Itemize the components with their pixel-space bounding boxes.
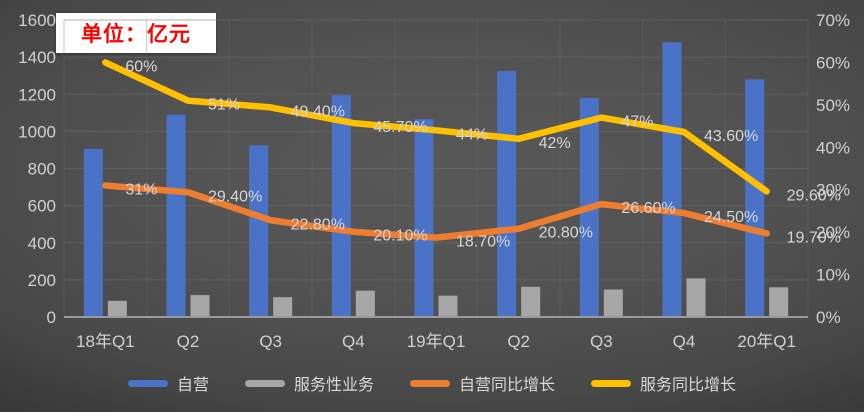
legend-item-服务性业务[interactable]: 服务性业务 — [244, 371, 374, 395]
x-axis-label: 19年Q1 — [407, 332, 466, 351]
data-label-自营同比增长: 22.80% — [291, 216, 345, 233]
left-axis-tick: 1000 — [18, 122, 56, 141]
bar-服务性业务 — [686, 278, 706, 317]
combo-chart-plot: 0 200 400 600 800 1000 1200 1400 1600 0% 10% 20% 30%… — [18, 11, 850, 351]
legend-label: 服务同比增长 — [640, 377, 737, 394]
bar-自营 — [745, 79, 765, 318]
right-axis-tick: 50% — [816, 96, 850, 115]
bar-自营 — [166, 114, 186, 317]
left-axis-tick: 1600 — [18, 11, 56, 30]
bar-服务性业务 — [769, 287, 789, 317]
x-axis-label: Q3 — [590, 332, 613, 351]
x-axis-label: 18年Q1 — [76, 332, 135, 351]
left-axis-tick: 200 — [28, 271, 56, 290]
legend-label: 自营 — [176, 377, 209, 394]
data-label-服务同比增长: 47% — [621, 114, 653, 131]
legend-swatch-bar — [127, 379, 168, 387]
line-自营同比增长 — [102, 182, 770, 241]
legend-label: 服务性业务 — [293, 377, 374, 394]
left-axis-tick: 0 — [47, 308, 56, 327]
bar-服务性业务 — [355, 290, 375, 317]
right-axis-tick: 60% — [816, 53, 850, 72]
right-axis-tick: 70% — [816, 11, 850, 30]
right-axis-tick: 40% — [816, 138, 850, 157]
bar-服务性业务 — [603, 289, 623, 317]
data-label-服务同比增长: 29.60% — [787, 187, 841, 204]
x-axis-label: Q3 — [259, 332, 282, 351]
legend-item-服务同比增长[interactable]: 服务同比增长 — [591, 371, 736, 395]
data-label-自营同比增长: 26.60% — [621, 200, 675, 217]
data-label-自营同比增长: 20.80% — [539, 225, 593, 242]
right-axis-tick: 30% — [816, 181, 850, 200]
legend-swatch-line — [410, 379, 450, 387]
bar-服务性业务 — [521, 286, 541, 317]
bar-自营 — [331, 95, 351, 317]
bar-服务性业务 — [107, 300, 127, 317]
data-label-自营同比增长: 29.40% — [208, 188, 262, 205]
bar-自营 — [249, 145, 269, 317]
legend-swatch-bar — [244, 379, 285, 387]
right-axis-tick: 10% — [816, 266, 850, 285]
data-label-服务同比增长: 44% — [456, 126, 488, 143]
bar-服务性业务 — [273, 297, 293, 317]
line-服务同比增长 — [102, 59, 770, 195]
data-label-服务同比增长: 49.40% — [291, 103, 345, 120]
bar-服务性业务 — [438, 295, 458, 317]
bar-自营 — [662, 42, 682, 318]
left-axis-tick: 800 — [28, 160, 56, 179]
x-axis-label: Q4 — [673, 332, 696, 351]
left-axis-tick: 600 — [28, 197, 56, 216]
right-axis-tick: 0% — [816, 308, 841, 327]
bar-自营 — [83, 149, 103, 317]
bar-服务性业务 — [190, 295, 210, 317]
chart-legend: 自营 服务性业务 自营同比增长 服务同比增长 — [0, 371, 864, 395]
left-axis-tick: 400 — [28, 234, 56, 253]
data-label-自营同比增长: 18.70% — [456, 234, 510, 251]
left-axis-tick: 1200 — [18, 85, 56, 104]
data-label-自营同比增长: 20.10% — [373, 228, 427, 245]
bar-自营 — [497, 71, 517, 317]
legend-item-自营同比增长[interactable]: 自营同比增长 — [410, 371, 555, 395]
data-label-服务同比增长: 51% — [208, 97, 240, 114]
data-label-服务同比增长: 60% — [125, 58, 157, 75]
x-axis-label: Q2 — [507, 332, 530, 351]
right-axis-tick: 20% — [816, 223, 850, 242]
x-axis-label: Q2 — [177, 332, 200, 351]
data-label-自营同比增长: 31% — [125, 181, 157, 198]
legend-item-自营[interactable]: 自营 — [127, 371, 209, 395]
left-axis-tick: 1400 — [18, 48, 56, 67]
data-label-服务同比增长: 43.60% — [704, 128, 758, 145]
data-label-服务同比增长: 42% — [539, 135, 571, 152]
x-axis-label: Q4 — [342, 332, 365, 351]
data-label-自营同比增长: 19.70% — [787, 229, 841, 246]
unit-label: 单位：亿元 — [81, 23, 191, 46]
x-axis-label: 20年Q1 — [737, 332, 796, 351]
bar-自营 — [414, 119, 434, 317]
legend-swatch-line — [591, 379, 632, 387]
data-label-自营同比增长: 24.50% — [704, 209, 758, 226]
data-label-服务同比增长: 45.70% — [373, 119, 427, 136]
legend-label: 自营同比增长 — [459, 377, 556, 394]
